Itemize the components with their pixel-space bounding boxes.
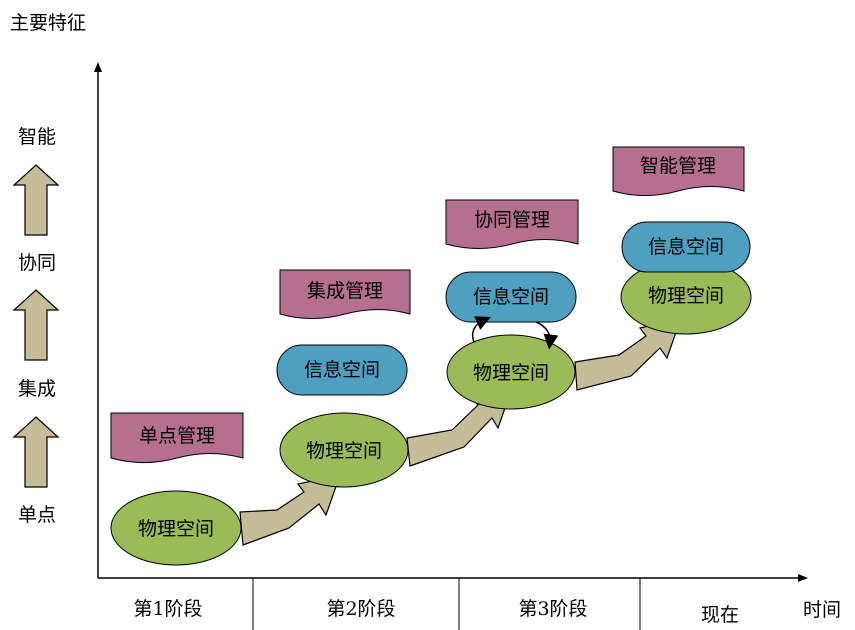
banner-stage-3 xyxy=(445,199,579,249)
banner-stage-3-label: 协同管理 xyxy=(474,209,550,231)
level-up-arrow-icon xyxy=(12,289,60,361)
banner-stage-2-label: 集成管理 xyxy=(307,280,383,302)
progress-arrow-1 xyxy=(239,474,341,546)
y-axis-arrow-icon xyxy=(94,62,102,72)
physical-space-stage-4-label: 物理空间 xyxy=(648,285,724,307)
level-up-arrow-icon xyxy=(12,164,60,236)
info-space-stage-4 xyxy=(621,221,751,273)
x-axis-arrow-icon xyxy=(798,574,808,582)
banner-stage-2 xyxy=(279,269,411,319)
stage-label-2: 第2阶段 xyxy=(326,598,396,620)
info-space-stage-2 xyxy=(276,344,408,396)
physical-space-stage-3-label: 物理空间 xyxy=(473,362,549,384)
level-label-intelligent: 智能 xyxy=(18,126,57,148)
level-label-collaborative: 协同 xyxy=(18,252,57,274)
physical-space-stage-1-label: 物理空间 xyxy=(138,518,214,540)
physical-space-stage-2-label: 物理空间 xyxy=(306,440,382,462)
x-axis-title: 时间 xyxy=(803,599,842,621)
banner-stage-4 xyxy=(612,146,745,196)
level-label-integrated: 集成 xyxy=(18,378,57,400)
info-space-stage-3-label: 信息空间 xyxy=(473,286,549,308)
physical-space-stage-1 xyxy=(110,490,242,566)
stage-label-1: 第1阶段 xyxy=(133,598,203,620)
stage-label-3: 第3阶段 xyxy=(518,598,588,620)
progress-arrow-3 xyxy=(574,317,682,391)
y-axis-title: 主要特征 xyxy=(10,12,87,34)
level-up-arrow-icon xyxy=(12,416,60,488)
level-label-single-point: 单点 xyxy=(18,504,57,526)
info-space-stage-3 xyxy=(445,271,577,323)
sync-arrow-right-icon xyxy=(535,321,559,350)
info-space-stage-4-label: 信息空间 xyxy=(648,236,724,258)
banner-stage-1 xyxy=(110,412,244,463)
sync-arrow-left-icon xyxy=(471,316,491,343)
physical-space-stage-3 xyxy=(446,334,576,410)
banner-stage-1-label: 单点管理 xyxy=(139,425,215,447)
stage-label-now: 现在 xyxy=(700,604,739,626)
physical-space-stage-2 xyxy=(279,412,409,488)
banner-stage-4-label: 智能管理 xyxy=(640,155,716,177)
info-space-stage-2-label: 信息空间 xyxy=(304,359,380,381)
